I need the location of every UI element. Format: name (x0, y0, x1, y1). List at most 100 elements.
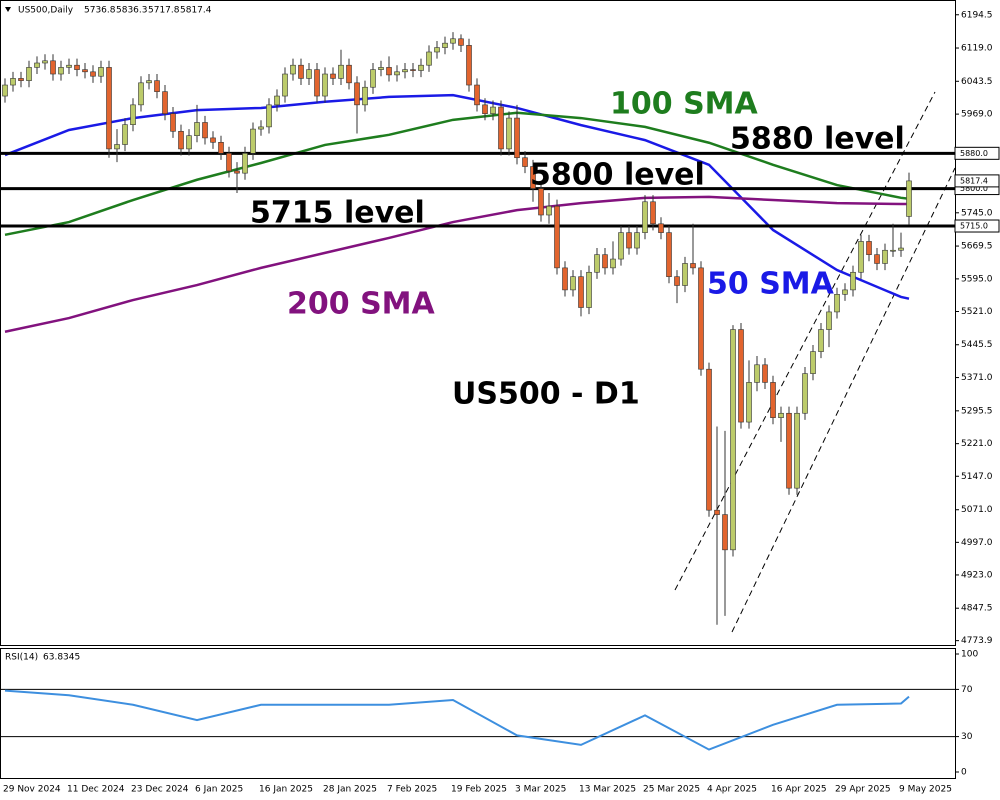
candle-body (730, 329, 736, 551)
candle-body (290, 64, 296, 75)
candle-body (842, 289, 848, 295)
candle-body (322, 73, 328, 97)
level-label: 5880.0 (960, 149, 988, 158)
candle-body (498, 106, 504, 150)
candle-body (114, 144, 120, 150)
candle-body (602, 254, 608, 269)
candle-body (386, 67, 392, 76)
chart-title: US500,Daily (18, 6, 74, 16)
trend-line (731, 167, 956, 633)
candle-body (434, 47, 440, 53)
candle-body (738, 329, 744, 423)
candle-body (514, 117, 520, 159)
candle-body (874, 254, 880, 264)
candle-body (778, 412, 784, 418)
rsi-value: 63.8345 (43, 653, 80, 663)
candle-body (586, 271, 592, 308)
candle-body (610, 258, 616, 269)
x-tick-label: 23 Dec 2024 (131, 785, 189, 795)
annotation: 5880 level (730, 122, 905, 157)
candle-body (266, 104, 272, 128)
x-tick-label: 25 Mar 2025 (643, 785, 700, 795)
rsi-line (4, 689, 910, 751)
candle-body (506, 117, 512, 150)
candle-body (138, 82, 144, 106)
candle-body (82, 69, 88, 73)
x-tick-label: 13 Mar 2025 (579, 785, 636, 795)
candle-body (642, 201, 648, 233)
candle-body (722, 514, 728, 551)
ohlc-close: 5817.4 (180, 6, 212, 16)
y-tick-label: 4923.0 (961, 570, 993, 580)
x-tick-label: 4 Apr 2025 (707, 785, 757, 795)
y-tick-label: 5221.0 (961, 439, 993, 449)
candle-body (626, 232, 632, 249)
annotation: 5800 level (530, 158, 705, 193)
candle-body (834, 294, 840, 313)
candle-body (130, 104, 136, 125)
rsi-panel (0, 648, 956, 779)
candle-body (490, 106, 496, 114)
level-label: 5800.0 (960, 184, 988, 193)
candle-body (530, 166, 536, 189)
candle-body (314, 69, 320, 97)
candle-body (378, 67, 384, 70)
y-tick-label: 5595.0 (961, 274, 993, 284)
level-marker (954, 146, 1000, 160)
sma-label: 100 SMA (610, 87, 759, 122)
candle-body (306, 69, 312, 79)
x-tick-label: 3 Mar 2025 (515, 785, 566, 795)
y-tick-label: 5071.0 (961, 505, 993, 515)
candle-body (706, 368, 712, 511)
candle-body (850, 271, 856, 291)
candle-body (58, 67, 64, 75)
candle-body (186, 135, 192, 150)
candle-body (882, 249, 888, 264)
candle-body (522, 157, 528, 167)
candle-body (74, 64, 80, 70)
y-tick-label: 6194.5 (961, 10, 993, 20)
y-tick-label: 6119.0 (961, 44, 993, 54)
candle-body (42, 60, 48, 64)
candle-body (698, 267, 704, 370)
candle-body (330, 73, 336, 79)
candle-body (122, 124, 128, 145)
candle-body (250, 128, 256, 154)
rsi-title: RSI(14) (5, 653, 38, 663)
y-tick-label: 5147.0 (961, 472, 993, 482)
x-tick-label: 16 Apr 2025 (771, 785, 827, 795)
candle-body (18, 78, 24, 81)
candle-body (826, 311, 832, 330)
x-tick-label: 6 Jan 2025 (195, 785, 243, 795)
candle-body (634, 232, 640, 249)
candle-body (794, 412, 800, 489)
candle-body (34, 62, 40, 68)
y-tick-label: 4847.5 (961, 604, 993, 614)
candle-body (258, 126, 264, 130)
candle-body (98, 67, 104, 77)
candle-body (682, 263, 688, 286)
candle-body (90, 71, 96, 77)
candle-body (618, 232, 624, 260)
trend-line (674, 91, 936, 591)
level-marker (954, 219, 1000, 233)
price-marker (954, 174, 1000, 188)
candle-body (274, 95, 280, 106)
candle-body (866, 241, 872, 255)
annotation: 5715 level (250, 196, 425, 231)
candle-body (906, 180, 912, 217)
candle-body (418, 64, 424, 71)
candle-body (402, 69, 408, 73)
candle-body (394, 71, 400, 76)
candle-body (786, 412, 792, 489)
candle-body (202, 122, 208, 139)
candle-body (362, 86, 368, 106)
ohlc-low: 5717.8 (148, 6, 180, 16)
candle-body (474, 84, 480, 106)
y-tick-label: 5969.0 (961, 110, 993, 120)
candle-body (50, 60, 56, 75)
menu-arrow (5, 7, 11, 12)
candle-body (658, 223, 664, 233)
